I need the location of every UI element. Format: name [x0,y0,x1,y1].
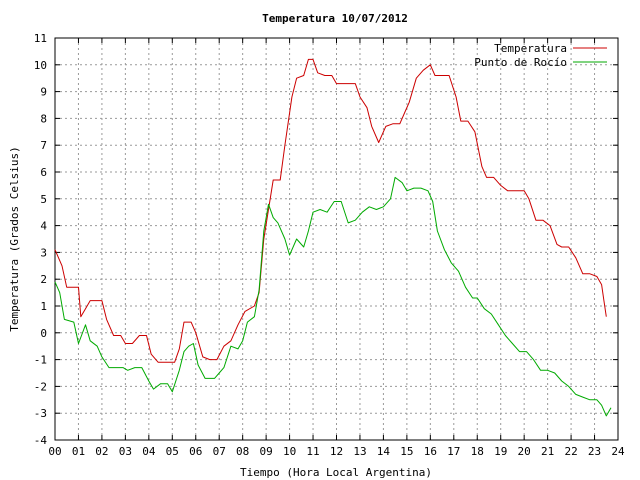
x-tick-label: 08 [236,445,249,458]
y-tick-label: 10 [34,59,47,72]
x-tick-label: 13 [353,445,366,458]
y-tick-label: 8 [40,112,47,125]
y-tick-label: -1 [34,354,47,367]
y-tick-label: 7 [40,139,47,152]
series-line-punto-de-rocio [54,176,612,417]
y-tick-label: 2 [40,273,47,286]
x-tick-label: 01 [72,445,85,458]
x-tick-label: 00 [48,445,61,458]
x-axis: 00 01 02 03 04 05 06 07 08 09 10 11 12 13 14 15 16 17 18 19… [48,38,625,458]
x-tick-label: 04 [142,445,156,458]
y-tick-label: -3 [34,407,47,420]
x-tick-label: 16 [424,445,437,458]
x-tick-label: 06 [189,445,202,458]
x-tick-label: 07 [213,445,226,458]
y-tick-label: -2 [34,380,47,393]
y-axis: -4 -3 -2 -1 0 1 2 3 4 5 6 7 8 9 10 11 [34,32,618,447]
series-group [54,58,612,417]
y-tick-label: 11 [34,32,47,45]
x-tick-label: 10 [283,445,296,458]
series-line-temperatura [54,58,607,363]
y-tick-label: 5 [40,193,47,206]
x-tick-label: 18 [471,445,484,458]
x-tick-label: 14 [377,445,391,458]
y-tick-label: 3 [40,246,47,259]
y-tick-label: -4 [34,434,48,447]
x-tick-label: 17 [447,445,460,458]
y-tick-label: 1 [40,300,47,313]
grid [55,38,618,440]
x-tick-label: 03 [119,445,132,458]
y-tick-label: 0 [40,327,47,340]
x-axis-label: Tiempo (Hora Local Argentina) [240,466,432,479]
y-tick-label: 6 [40,166,47,179]
x-tick-label: 15 [400,445,413,458]
y-tick-label: 4 [40,220,47,233]
y-tick-label: 9 [40,86,47,99]
y-axis-label: Temperatura (Grados Celsius) [8,146,21,331]
x-tick-label: 20 [518,445,531,458]
x-tick-label: 21 [541,445,554,458]
legend-label: Punto de Rocío [474,56,567,69]
x-tick-label: 23 [588,445,601,458]
legend-label: Temperatura [494,42,567,55]
x-tick-label: 11 [306,445,319,458]
x-tick-label: 02 [95,445,108,458]
x-tick-label: 12 [330,445,343,458]
x-tick-label: 05 [166,445,179,458]
chart-title: Temperatura 10/07/2012 [262,12,408,25]
x-tick-label: 24 [611,445,625,458]
x-tick-label: 09 [260,445,273,458]
x-tick-label: 22 [564,445,577,458]
x-tick-label: 19 [494,445,507,458]
